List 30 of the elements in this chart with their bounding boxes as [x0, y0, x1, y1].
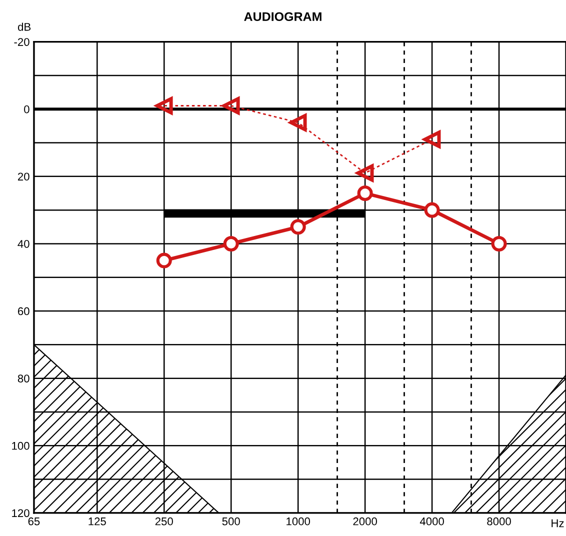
- x-tick-label: 500: [222, 517, 240, 526]
- y-tick-label: 80: [18, 374, 30, 382]
- point: [356, 164, 374, 182]
- point: [222, 97, 240, 114]
- y-tick-label: -20: [14, 38, 30, 46]
- x-tick-label: 250: [155, 517, 173, 526]
- point: [156, 252, 172, 268]
- y-tick-label: 20: [18, 172, 30, 181]
- point: [424, 202, 440, 218]
- x-tick-label: 2000: [353, 517, 377, 526]
- x-tick-label: 8000: [487, 517, 511, 526]
- x-axis-title: Hz: [552, 519, 564, 528]
- point: [223, 236, 239, 252]
- x-tick-label: 1000: [286, 517, 310, 526]
- point: [289, 114, 307, 132]
- x-tick-label: 4000: [420, 517, 444, 526]
- y-axis-title: dB: [18, 22, 31, 31]
- point: [491, 236, 507, 252]
- y-tick-label: 120: [12, 509, 30, 518]
- y-tick-label: 60: [18, 307, 30, 316]
- y-tick-label: 0: [24, 105, 30, 114]
- y-tick-label: 100: [12, 442, 30, 450]
- point: [155, 97, 173, 114]
- chart-title: AUDIOGRAM: [244, 12, 322, 22]
- y-tick-label: 40: [18, 240, 30, 248]
- point: [290, 219, 306, 235]
- x-tick-label: 125: [88, 517, 106, 526]
- x-tick-label: 65: [28, 517, 40, 526]
- point: [423, 130, 441, 148]
- point: [357, 185, 373, 202]
